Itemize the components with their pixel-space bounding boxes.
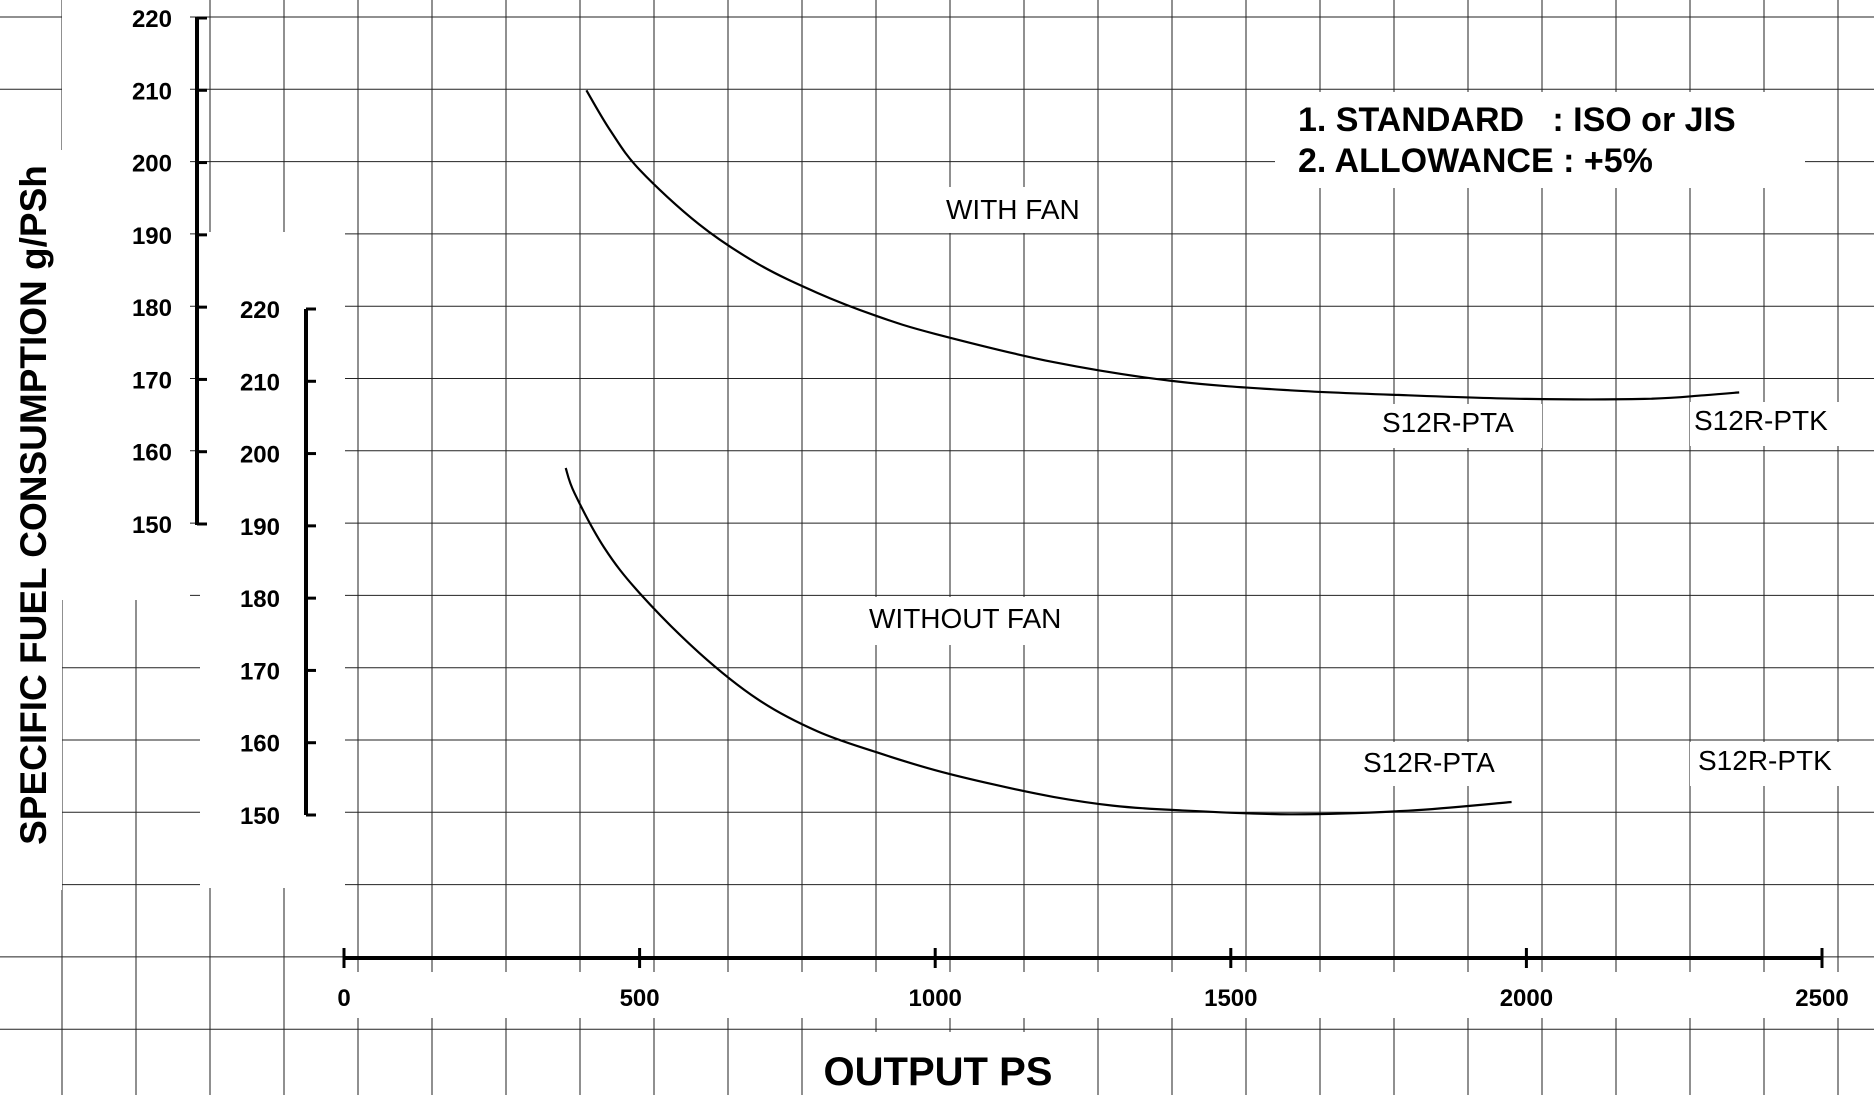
with-fan-axis-tick-label: 180 — [132, 295, 172, 322]
with-fan-axis-tick-label: 160 — [132, 440, 172, 467]
x-axis-tick-label: 1500 — [1204, 985, 1257, 1012]
x-axis-tick-label: 2500 — [1795, 985, 1848, 1012]
x-axis-tick-label: 1000 — [909, 985, 962, 1012]
with-fan-curve — [585, 89, 1740, 401]
without-fan-axis-tick-label: 160 — [240, 731, 280, 758]
without-fan-ptk-label: S12R-PTK — [1698, 745, 1832, 776]
x-axis-tick-label: 0 — [337, 985, 350, 1012]
without-fan-axis-tick-label: 200 — [240, 442, 280, 469]
x-axis-tick-label: 2000 — [1500, 985, 1553, 1012]
x-axis-tick-label: 500 — [620, 985, 660, 1012]
x-axis-title: OUTPUT PS — [824, 1050, 1053, 1094]
with-fan-label: WITH FAN — [946, 194, 1080, 225]
note-standard: 1. STANDARD : ISO or JIS — [1298, 101, 1736, 139]
without-fan-pta-label: S12R-PTA — [1363, 747, 1495, 778]
without-fan-axis-tick-label: 170 — [240, 658, 280, 685]
with-fan-ptk-label: S12R-PTK — [1694, 405, 1828, 436]
note-allowance: 2. ALLOWANCE : +5% — [1298, 142, 1653, 180]
without-fan-axis-tick-label: 210 — [240, 369, 280, 396]
without-fan-label: WITHOUT FAN — [869, 603, 1061, 634]
tick-labels: 220 210 200 190 180 170 160 150 220 210 200 190 180 1… — [132, 6, 1849, 1012]
without-fan-axis-tick-label: 180 — [240, 586, 280, 613]
with-fan-axis-tick-label: 150 — [132, 512, 172, 539]
with-fan-axis-tick-label: 200 — [132, 151, 172, 178]
without-fan-curve — [564, 467, 1512, 816]
with-fan-axis-tick-label: 190 — [132, 223, 172, 250]
with-fan-pta-label: S12R-PTA — [1382, 407, 1514, 438]
without-fan-axis-tick-label: 190 — [240, 514, 280, 541]
with-fan-axis-tick-label: 170 — [132, 367, 172, 394]
without-fan-axis-tick-label: 150 — [240, 803, 280, 830]
axis-ticks — [197, 16, 1824, 968]
with-fan-axis-tick-label: 220 — [132, 6, 172, 33]
with-fan-axis-tick-label: 210 — [132, 78, 172, 105]
without-fan-axis-tick-label: 220 — [240, 297, 280, 324]
y-axis-title: SPECIFIC FUEL CONSUMPTION g/PSh — [13, 165, 54, 845]
